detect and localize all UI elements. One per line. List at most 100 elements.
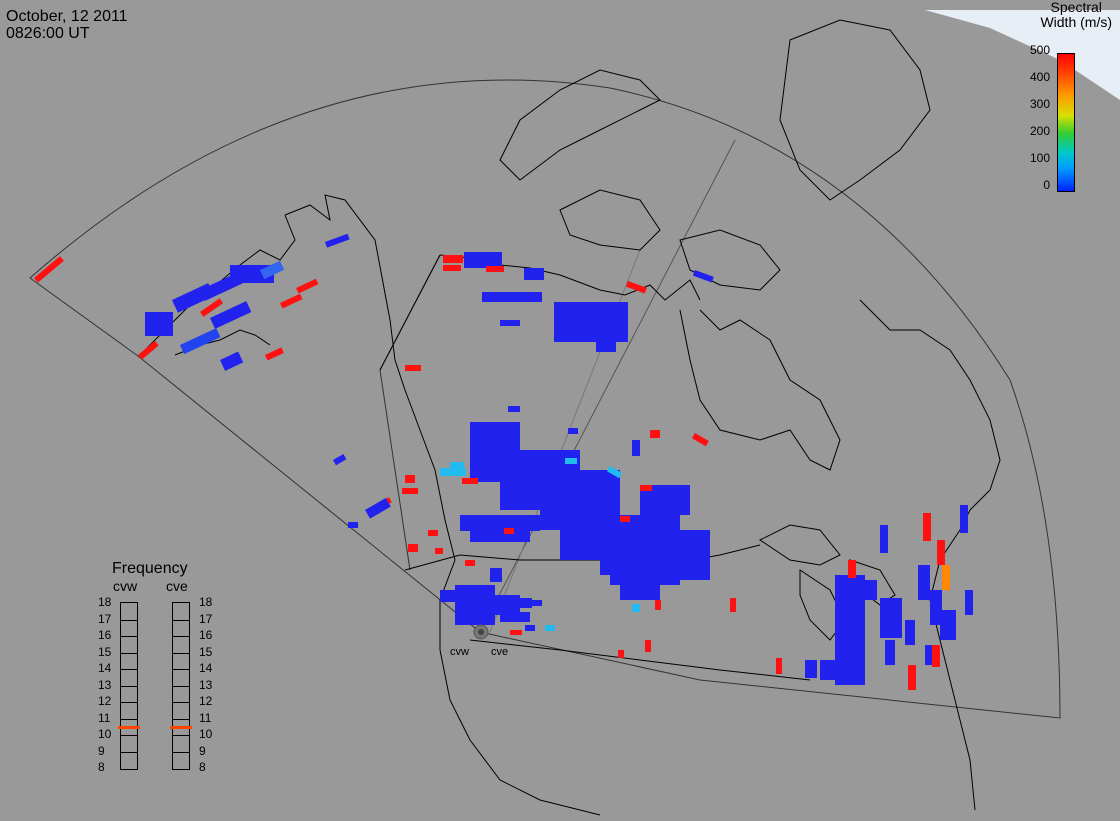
echo-cell (179, 328, 221, 355)
echo-cell (500, 612, 530, 622)
echo-cell (640, 485, 652, 491)
echo-cell (464, 252, 502, 268)
echo-cell (565, 458, 577, 464)
echo-cell (264, 347, 284, 361)
echo-cell (200, 298, 224, 317)
frequency-title: Frequency (112, 560, 188, 577)
colorbar-tick: 100 (1029, 151, 1050, 165)
frequency-rung (121, 718, 137, 720)
frequency-level-label: 8 (199, 760, 206, 774)
echo-cell (692, 269, 714, 283)
frequency-rung (173, 751, 189, 753)
echo-cell (620, 580, 660, 600)
echo-cell (333, 454, 347, 466)
echo-cell (500, 320, 520, 326)
echo-cell (918, 565, 930, 600)
echo-cell (435, 548, 443, 554)
echo-cell (402, 488, 418, 494)
echo-cell (348, 522, 358, 528)
frequency-level-label: 17 (199, 611, 213, 626)
echo-cell (440, 590, 460, 602)
frequency-level-label: 9 (199, 743, 206, 758)
echo-cell (455, 585, 495, 625)
echo-cell (730, 598, 736, 612)
echo-cell (930, 590, 942, 625)
echo-cell (880, 525, 888, 553)
echo-cell (625, 280, 647, 294)
frequency-level-label: 14 (98, 661, 112, 675)
echo-cell (490, 568, 502, 582)
echo-cell (219, 351, 244, 371)
frequency-level-label: 17 (98, 611, 112, 626)
frequency-rung (121, 685, 137, 687)
echo-cell (880, 598, 902, 638)
frequency-rung (173, 652, 189, 654)
beam-line-west (379, 369, 411, 571)
frequency-rung (121, 751, 137, 753)
frequency-selected-marker (118, 725, 140, 729)
echo-cell (482, 292, 542, 302)
radar-echoes (34, 233, 973, 690)
frequency-level-label: 13 (199, 677, 213, 692)
frequency-rung (121, 702, 137, 703)
frequency-level-label: 10 (199, 727, 213, 741)
echo-cell (405, 365, 421, 371)
echo-cell (365, 498, 391, 519)
echo-cell (145, 312, 173, 336)
echo-cell (545, 625, 555, 631)
echo-cell (908, 665, 916, 690)
frequency-level-label: 9 (98, 743, 105, 758)
date-label: October, 12 2011 (6, 8, 128, 25)
echo-cell (554, 302, 628, 342)
echo-cell (324, 233, 350, 248)
echo-cell (568, 428, 578, 434)
echo-cell (443, 255, 463, 263)
echo-cell (450, 462, 464, 468)
radar-label-cvw: cvw (450, 646, 469, 658)
frequency-ladder-cvw (120, 602, 138, 770)
echo-cell (820, 660, 850, 680)
echo-cell (490, 595, 520, 615)
frequency-rung (173, 735, 189, 736)
frequency-selected-marker (170, 725, 192, 729)
echo-cell (443, 265, 461, 271)
echo-cell (632, 440, 640, 456)
echo-cell (620, 516, 630, 522)
colorbar-title-line2: Width (m/s) (1040, 14, 1112, 30)
frequency-level-label: 11 (199, 710, 212, 725)
echo-cell (632, 604, 640, 612)
echo-cell (260, 260, 285, 280)
frequency-level-label: 18 (98, 595, 112, 609)
echo-cell (470, 530, 530, 542)
frequency-level-label: 16 (199, 628, 213, 642)
echo-cell (440, 468, 466, 476)
echo-cell (137, 340, 159, 360)
frequency-level-label: 13 (98, 677, 112, 692)
echo-cell (210, 301, 252, 329)
echo-cell (942, 565, 950, 590)
frequency-level-label: 12 (199, 694, 213, 708)
echo-cell (618, 650, 624, 658)
frequency-rung (121, 735, 137, 736)
frequency-rung (121, 636, 137, 637)
field-of-view-fan (29, 79, 1061, 719)
frequency-level-label: 15 (199, 644, 213, 659)
echo-cell (462, 478, 478, 484)
frequency-rung (173, 636, 189, 637)
echo-cell (848, 560, 856, 578)
frequency-rung (121, 669, 137, 670)
echo-cell (965, 590, 973, 615)
frequency-level-label: 12 (98, 694, 112, 708)
echo-cell (600, 560, 630, 575)
radar-site-marker (478, 629, 484, 635)
echo-cell (524, 268, 544, 280)
echo-cell (865, 580, 877, 600)
echo-cell (645, 640, 651, 652)
echo-cell (655, 600, 661, 610)
echo-cell (405, 475, 415, 483)
echo-cell (940, 610, 956, 640)
echo-cell (937, 540, 945, 565)
colorbar-title: Spectral Width (m/s) (1040, 0, 1112, 30)
